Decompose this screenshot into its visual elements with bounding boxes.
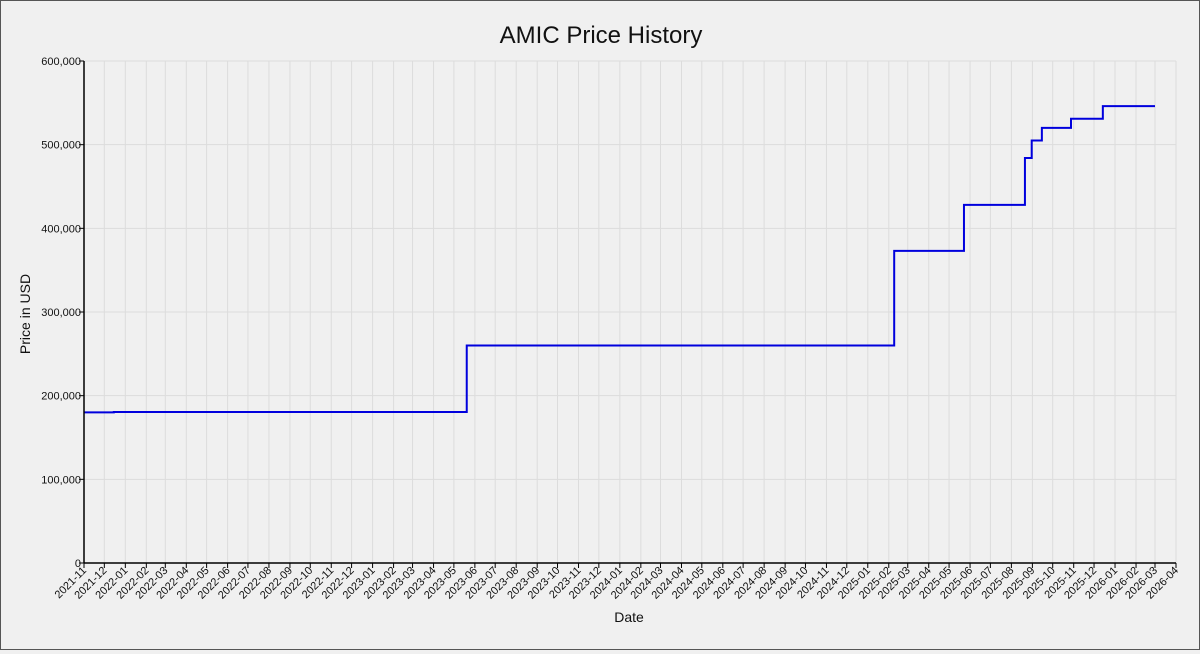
x-axis-label: Date [614, 609, 644, 625]
series-line [84, 105, 1155, 414]
chart-title: AMIC Price History [500, 22, 703, 49]
y-axis-ticks: 0 100,000 200,000 300,000 400,000 500,000 600,… [41, 56, 84, 570]
series-group [84, 105, 1155, 414]
y-tick-label: 400,000 [41, 223, 81, 235]
grid-lines [83, 60, 1177, 564]
x-axis-ticks: 2021-112021-122022-012022-022022-032022-… [53, 563, 1181, 602]
y-tick-label: 500,000 [41, 140, 81, 152]
y-tick-label: 0 [75, 558, 81, 570]
y-tick-label: 100,000 [41, 474, 81, 486]
y-tick-label: 600,000 [41, 56, 81, 68]
y-tick-label: 200,000 [41, 391, 81, 403]
y-tick-label: 300,000 [41, 307, 81, 319]
y-axis-label: Price in USD [17, 274, 33, 354]
